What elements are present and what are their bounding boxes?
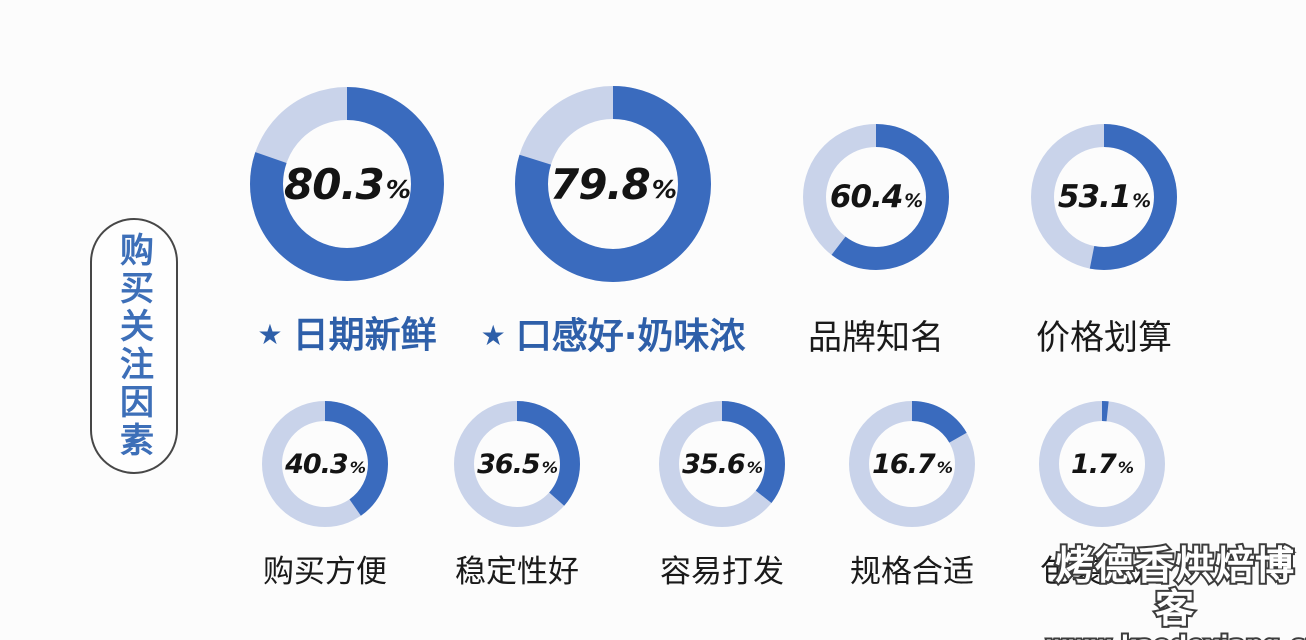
donut-label: 容易打发: [660, 554, 784, 590]
donut-ring: 60.4%: [803, 124, 949, 270]
donut-value: 60.4%: [829, 179, 923, 215]
donut-ring: 53.1%: [1031, 124, 1177, 270]
donut-card-easy-whip: 35.6% 容易打发: [622, 401, 822, 591]
watermark-site-name: 烤德香烘焙博客: [1053, 543, 1296, 633]
donut-value: 1.7%: [1070, 448, 1134, 480]
donut-value: 35.6%: [682, 448, 763, 480]
donut-value: 80.3%: [284, 159, 411, 209]
donut-label: 包装美观: [1040, 554, 1164, 590]
donut-ring: 36.5%: [454, 401, 580, 527]
donut-chart-svg: [250, 87, 444, 281]
chart-title-pill: 购买关注因素: [90, 218, 178, 474]
donut-ring: 79.8%: [515, 86, 711, 282]
donut-value: 53.1%: [1057, 179, 1151, 215]
donut-chart-svg: [262, 401, 388, 527]
donut-arc-filled: [250, 87, 444, 281]
donut-label: 稳定性好: [455, 554, 579, 590]
donut-card-spec-suitable: 16.7% 规格合适: [812, 401, 1012, 591]
donut-chart-svg: [803, 124, 949, 270]
donut-arc-filled: [1031, 124, 1177, 270]
donut-chart-svg: [1031, 124, 1177, 270]
donut-arc-filled: [849, 401, 975, 527]
donut-card-brand-known: 60.4% 品牌知名: [766, 124, 986, 359]
donut-ring: 80.3%: [250, 87, 444, 281]
donut-arc-filled: [659, 401, 785, 527]
chart-title: 购买关注因素: [113, 232, 154, 460]
donut-card-date-fresh: 80.3% ★ 日期新鲜: [227, 87, 467, 358]
donut-arc-filled: [515, 86, 711, 282]
watermark: 烤德香烘焙博客 www.kaodexiang.cn: [1044, 543, 1306, 640]
donut-chart-svg: [849, 401, 975, 527]
donut-value: 79.8%: [550, 159, 677, 209]
donut-chart-svg: [659, 401, 785, 527]
donut-chart-svg: [454, 401, 580, 527]
donut-card-packaging: 1.7% 包装美观: [1002, 401, 1202, 591]
donut-card-taste-milky: 79.8% ★ 口感好·奶味浓: [463, 86, 763, 359]
donut-label: 品牌知名: [808, 318, 944, 358]
donut-arc-filled: [803, 124, 949, 270]
star-icon: ★: [480, 319, 506, 353]
donut-arc-filled: [454, 401, 580, 527]
donut-arc-filled: [1039, 401, 1165, 527]
donut-card-price-value: 53.1% 价格划算: [994, 124, 1214, 359]
donut-label: 购买方便: [263, 554, 387, 590]
watermark-site-url: www.kaodexiang.cn: [1044, 630, 1306, 640]
donut-label: ★ 口感好·奶味浓: [480, 316, 746, 357]
donut-chart-svg: [1039, 401, 1165, 527]
donut-card-stability: 36.5% 稳定性好: [417, 401, 617, 591]
donut-ring: 40.3%: [262, 401, 388, 527]
donut-label: 规格合适: [850, 554, 974, 590]
donut-label: 价格划算: [1036, 318, 1172, 358]
star-icon: ★: [257, 318, 283, 352]
donut-card-easy-buy: 40.3% 购买方便: [225, 401, 425, 591]
donut-ring: 35.6%: [659, 401, 785, 527]
donut-chart-svg: [515, 86, 711, 282]
donut-ring: 1.7%: [1039, 401, 1165, 527]
donut-ring: 16.7%: [849, 401, 975, 527]
donut-value: 16.7%: [872, 448, 953, 480]
donut-value: 36.5%: [477, 448, 558, 480]
donut-arc-filled: [262, 401, 388, 527]
donut-value: 40.3%: [285, 448, 366, 480]
donut-label: ★ 日期新鲜: [257, 315, 437, 356]
